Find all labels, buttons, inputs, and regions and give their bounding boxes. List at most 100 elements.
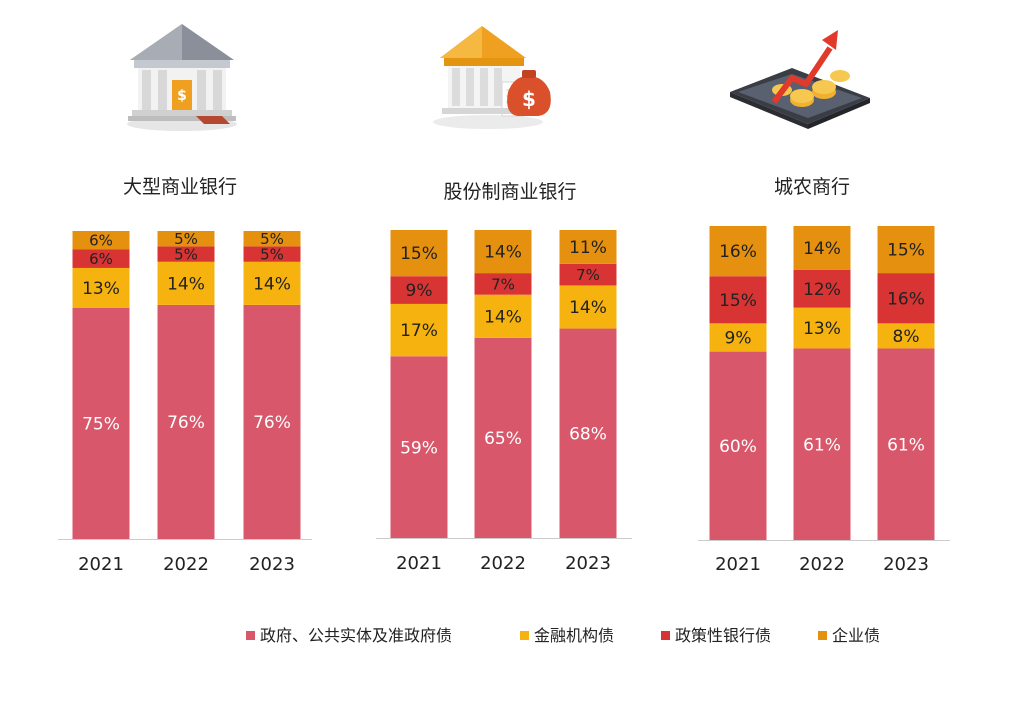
data-label-corporate-2021: 16% (719, 242, 757, 262)
data-label-financial-2023: 14% (569, 298, 607, 318)
bar-segment-policy-bank-2022 (157, 246, 215, 262)
data-label-financial-2022: 13% (803, 319, 841, 339)
data-label-financial-2022: 14% (167, 274, 205, 294)
bar-segment-policy-bank-2023 (243, 246, 301, 262)
data-label-financial-2023: 8% (893, 327, 920, 347)
bar-segment-financial-2023 (559, 285, 617, 329)
data-label-policy-bank-2023: 7% (576, 266, 600, 284)
bank-money-bag-icon: $ (433, 26, 551, 129)
bar-segment-financial-2022 (474, 294, 532, 338)
chart-title: 城农商行 (774, 176, 850, 198)
legend-swatch (661, 631, 670, 640)
data-label-corporate-2022: 14% (484, 243, 522, 263)
bar-segment-financial-2022 (793, 307, 851, 349)
data-label-corporate-2022: 14% (803, 239, 841, 259)
data-label-government-2021: 59% (400, 438, 438, 458)
legend-label: 政策性银行债 (675, 626, 771, 645)
data-label-corporate-2023: 11% (569, 238, 607, 258)
bar-segment-corporate-2023 (243, 231, 301, 247)
bar-segment-corporate-2021 (709, 226, 767, 277)
data-label-government-2022: 61% (803, 435, 841, 455)
bar-segment-government-2023 (877, 348, 935, 540)
data-label-corporate-2023: 15% (887, 241, 925, 261)
legend-label: 企业债 (832, 626, 880, 645)
bar-segment-corporate-2021 (390, 230, 448, 277)
data-label-corporate-2023: 5% (260, 230, 284, 248)
bar-segment-financial-2023 (877, 323, 935, 349)
legend-label: 政府、公共实体及准政府债 (260, 626, 452, 645)
data-label-policy-bank-2022: 7% (491, 275, 515, 293)
data-label-policy-bank-2022: 5% (174, 246, 198, 264)
bar-segment-financial-2021 (709, 323, 767, 352)
legend-item-policy-bank: 政策性银行债 (661, 626, 771, 645)
bar-segment-government-2021 (709, 351, 767, 540)
data-label-policy-bank-2021: 9% (406, 281, 433, 301)
legend-swatch (818, 631, 827, 640)
bar-segment-corporate-2021 (72, 231, 130, 250)
bar-segment-policy-bank-2023 (559, 263, 617, 286)
legend: 政府、公共实体及准政府债 金融机构债 政策性银行债 企业债 (246, 626, 880, 645)
bar-segment-financial-2023 (243, 261, 301, 305)
bar-segment-government-2023 (243, 304, 301, 539)
x-tick-label-2021: 2021 (78, 554, 124, 575)
legend-swatch (246, 631, 255, 640)
x-tick-label-2023: 2023 (565, 553, 611, 574)
bar-segment-policy-bank-2023 (877, 273, 935, 324)
bar-segment-corporate-2022 (793, 226, 851, 270)
x-tick-label-2022: 2022 (163, 554, 209, 575)
data-label-government-2023: 68% (569, 424, 607, 444)
x-tick-label-2021: 2021 (396, 553, 442, 574)
bar-segment-financial-2021 (72, 267, 130, 308)
data-label-government-2023: 61% (887, 435, 925, 455)
bar-segment-government-2021 (390, 356, 448, 538)
data-label-financial-2022: 14% (484, 307, 522, 327)
bar-segment-corporate-2022 (474, 230, 532, 274)
data-label-government-2022: 65% (484, 429, 522, 449)
bar-segment-policy-bank-2021 (72, 249, 130, 268)
bar-segment-corporate-2023 (559, 230, 617, 264)
chart-panel-3: 城农商行 60% 9% 15% 16% 2021 61% 13% 12% 14% 2022 61% 8%… (698, 176, 950, 575)
data-label-government-2021: 60% (719, 437, 757, 457)
chart-title: 股份制商业银行 (443, 181, 576, 203)
legend-item-financial: 金融机构债 (520, 626, 614, 645)
data-label-policy-bank-2021: 15% (719, 291, 757, 311)
x-tick-label-2022: 2022 (799, 554, 845, 575)
bar-segment-financial-2021 (390, 303, 448, 357)
legend-item-government: 政府、公共实体及准政府债 (246, 626, 452, 645)
svg-text:$: $ (177, 88, 187, 104)
bar-segment-government-2022 (793, 348, 851, 540)
bar-segment-government-2023 (559, 328, 617, 538)
data-label-policy-bank-2022: 12% (803, 280, 841, 300)
data-label-corporate-2022: 5% (174, 230, 198, 248)
data-label-corporate-2021: 15% (400, 244, 438, 264)
bar-segment-corporate-2023 (877, 226, 935, 274)
legend-item-corporate: 企业债 (818, 626, 880, 645)
data-label-financial-2023: 14% (253, 274, 291, 294)
bar-segment-government-2021 (72, 308, 130, 539)
legend-label: 金融机构债 (534, 626, 614, 645)
bar-segment-policy-bank-2021 (709, 276, 767, 324)
data-label-government-2023: 76% (253, 413, 291, 433)
bar-segment-government-2022 (157, 304, 215, 539)
data-label-financial-2021: 17% (400, 321, 438, 341)
x-tick-label-2021: 2021 (715, 554, 761, 575)
data-label-policy-bank-2023: 5% (260, 246, 284, 264)
chart-panel-2: 股份制商业银行 59% 17% 9% 15% 2021 65% 14% 7% 14% 2022 68%… (376, 181, 632, 574)
bar-segment-policy-bank-2022 (793, 269, 851, 308)
data-label-policy-bank-2023: 16% (887, 289, 925, 309)
x-tick-label-2023: 2023 (883, 554, 929, 575)
data-label-government-2022: 76% (167, 413, 205, 433)
chart-panel-1: 大型商业银行75%13%6%6%202176%14%5%5%202276%14%… (58, 176, 312, 575)
data-label-financial-2021: 13% (82, 279, 120, 299)
bank-building-icon: $ (127, 24, 237, 131)
bar-segment-government-2022 (474, 337, 532, 538)
data-label-government-2021: 75% (82, 415, 120, 435)
x-tick-label-2022: 2022 (480, 553, 526, 574)
data-label-corporate-2021: 6% (89, 232, 113, 250)
legend-swatch (520, 631, 529, 640)
tablet-coins-growth-icon (730, 30, 870, 129)
x-tick-label-2023: 2023 (249, 554, 295, 575)
data-label-financial-2021: 9% (725, 329, 752, 349)
